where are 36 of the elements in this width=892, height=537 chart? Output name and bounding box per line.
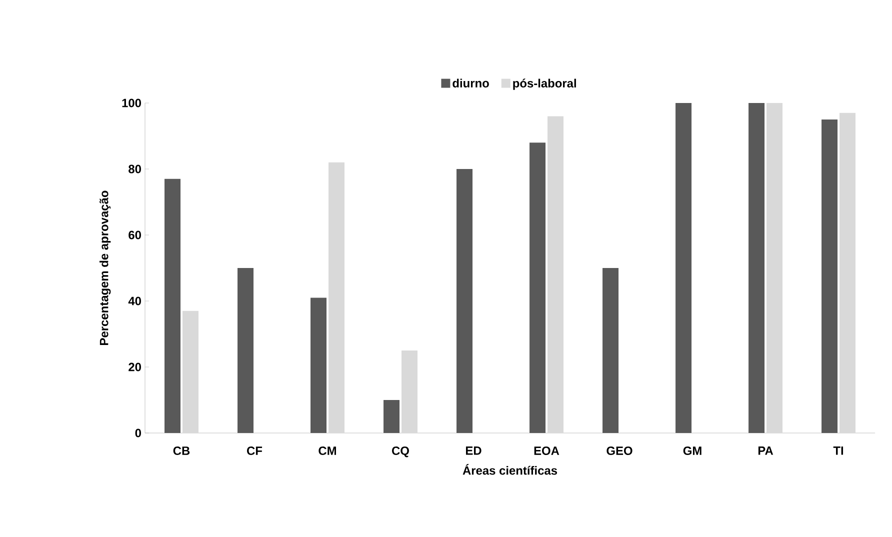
- legend-label: pós-laboral: [513, 78, 576, 90]
- y-tick-label: 100: [122, 98, 141, 108]
- bar: [530, 142, 546, 433]
- y-tick-label: 0: [135, 428, 141, 438]
- x-tick-label: GEO: [606, 446, 632, 455]
- bar: [238, 268, 254, 433]
- bar: [164, 178, 181, 433]
- x-tick-label: GM: [683, 446, 702, 455]
- x-tick-label: CM: [318, 446, 336, 455]
- x-tick-label: ED: [466, 446, 482, 455]
- y-tick-label: 40: [128, 296, 141, 306]
- x-tick-label: CF: [247, 446, 262, 455]
- x-tick-label: PA: [758, 446, 774, 455]
- bar: [328, 162, 345, 433]
- bar: [766, 102, 783, 433]
- bar: [822, 119, 838, 433]
- bar: [384, 400, 400, 433]
- x-tick-label: CB: [173, 446, 190, 455]
- bar: [748, 102, 765, 433]
- x-tick-label: CQ: [392, 446, 409, 458]
- bar: [840, 112, 856, 433]
- bar: [548, 116, 564, 433]
- bar: [310, 298, 327, 433]
- bar: [676, 102, 692, 433]
- bar: [456, 168, 473, 433]
- y-axis-title: Percentagem de aprovação: [100, 190, 111, 345]
- y-tick-label: 20: [128, 362, 141, 372]
- bar: [182, 310, 198, 433]
- legend-label: diurno: [452, 78, 489, 88]
- y-tick-label: 60: [128, 230, 141, 240]
- x-tick-label: EOA: [534, 446, 560, 455]
- x-axis-title: Áreas científicas: [462, 464, 558, 475]
- bar: [402, 350, 418, 433]
- bar: [602, 268, 619, 433]
- y-tick-label: 80: [128, 164, 141, 174]
- x-tick-label: TI: [833, 446, 844, 455]
